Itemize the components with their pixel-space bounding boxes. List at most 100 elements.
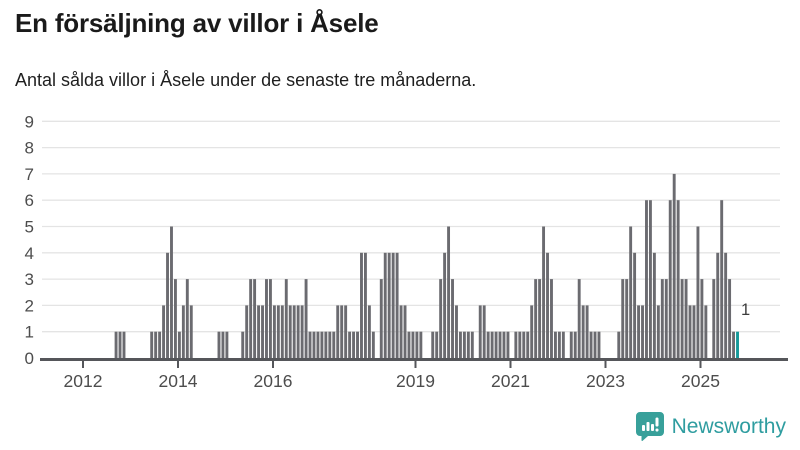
bar: [312, 331, 316, 358]
bar: [724, 252, 728, 358]
bar: [241, 331, 245, 358]
bar: [546, 252, 549, 358]
bar: [173, 279, 177, 358]
bar: [720, 200, 724, 358]
bar: [268, 279, 272, 358]
x-tick-label: 2023: [586, 371, 625, 391]
bar: [439, 279, 443, 358]
bar: [728, 279, 732, 358]
bar: [387, 252, 391, 358]
bar: [162, 305, 166, 358]
bar: [324, 331, 328, 358]
bar: [185, 279, 189, 358]
bar: [435, 331, 439, 358]
bar: [276, 305, 280, 358]
bar: [530, 305, 534, 358]
x-tick-label: 2016: [254, 371, 293, 391]
bar: [280, 305, 284, 358]
bar: [688, 305, 692, 358]
brand-name: Newsworthy: [671, 414, 786, 438]
bar: [114, 331, 118, 358]
highlight-value-label: 1: [741, 301, 750, 319]
x-tick-label: 2025: [681, 371, 720, 391]
bar: [451, 279, 454, 358]
bar: [466, 331, 470, 358]
bar: [411, 331, 415, 358]
y-tick-label: 2: [25, 296, 34, 315]
bar: [391, 252, 395, 358]
bar: [304, 279, 308, 358]
bar: [680, 279, 684, 358]
bar: [352, 331, 356, 358]
bar: [577, 279, 581, 358]
bar: [589, 331, 593, 358]
bar: [470, 331, 474, 358]
bar: [542, 226, 546, 358]
bar: [502, 331, 506, 358]
bar: [712, 279, 716, 358]
y-tick-label: 6: [25, 191, 34, 210]
bar: [177, 331, 181, 358]
bar: [494, 331, 498, 358]
bar: [526, 331, 530, 358]
bar: [716, 252, 720, 358]
bar: [585, 305, 589, 358]
bar: [245, 305, 249, 358]
bar: [458, 331, 462, 358]
bar: [692, 305, 696, 358]
bar: [617, 331, 621, 358]
bar: [336, 305, 340, 358]
bar: [490, 331, 494, 358]
bar: [569, 331, 573, 358]
bar: [225, 331, 229, 358]
bar: [284, 279, 288, 358]
bar: [629, 226, 633, 358]
bar: [150, 331, 154, 358]
bar: [522, 331, 526, 358]
chart-title: En försäljning av villor i Åsele: [15, 8, 379, 38]
y-tick-label: 5: [25, 218, 34, 237]
bar: [166, 252, 169, 358]
bar: [447, 226, 451, 358]
bar: [395, 252, 399, 358]
bar: [265, 279, 268, 358]
bar: [399, 305, 403, 358]
bar: [407, 331, 411, 358]
bar: [704, 305, 708, 358]
bar: [637, 305, 641, 358]
bar: [486, 331, 490, 358]
bar: [292, 305, 296, 358]
bar: [419, 331, 423, 358]
bar: [320, 331, 324, 358]
x-tick-label: 2021: [491, 371, 530, 391]
bar: [181, 305, 185, 358]
bar: [518, 331, 522, 358]
brand-footer: Newsworthy: [635, 411, 786, 442]
bar: [668, 200, 672, 358]
bar: [633, 252, 637, 358]
bar-highlight: [736, 331, 739, 358]
bar: [356, 331, 359, 358]
bar: [118, 331, 122, 358]
bar: [367, 305, 371, 358]
y-tick-label: 0: [25, 349, 34, 368]
bar: [550, 279, 553, 358]
newsworthy-logo-icon: [635, 412, 664, 442]
bar: [154, 331, 158, 358]
bar: [553, 331, 557, 358]
bar: [371, 331, 375, 358]
bar: [641, 305, 644, 358]
bar: [403, 305, 407, 358]
bar: [538, 279, 542, 358]
bar: [328, 331, 332, 358]
bar: [383, 252, 387, 358]
bar: [514, 331, 518, 358]
bar: [288, 305, 292, 358]
bar: [272, 305, 276, 358]
bar: [122, 331, 126, 358]
x-tick-label: 2012: [64, 371, 103, 391]
bar: [672, 173, 676, 358]
bar: [253, 279, 257, 358]
bar: [498, 331, 502, 358]
